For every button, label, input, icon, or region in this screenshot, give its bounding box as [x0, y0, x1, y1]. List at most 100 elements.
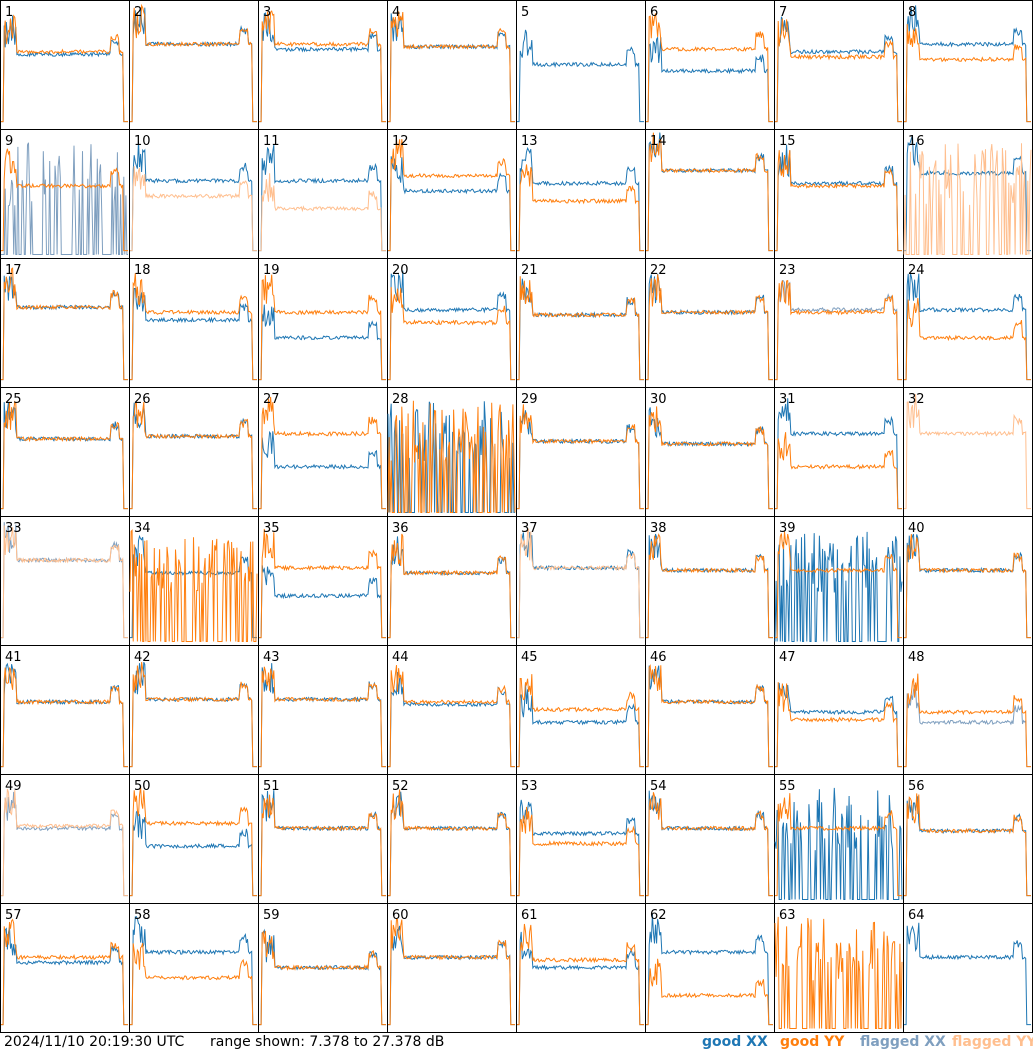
panel-47: 47 — [774, 645, 904, 775]
panel-frame — [516, 387, 646, 517]
panel-frame — [258, 387, 388, 517]
panel-frame — [129, 774, 259, 904]
series-xx-line — [774, 787, 903, 900]
series-xx-line — [130, 7, 257, 123]
panel-frame — [645, 129, 775, 259]
panel-label: 49 — [5, 779, 22, 794]
panel-frame — [645, 774, 775, 904]
series-yy-line — [388, 665, 515, 768]
timestamp: 2024/11/10 20:19:30 UTC — [4, 1034, 185, 1050]
series-yy-line — [388, 11, 515, 123]
panel-frame — [258, 258, 388, 388]
panel-label: 31 — [779, 392, 796, 407]
panel-52: 52 — [387, 774, 517, 904]
panel-50: 50 — [129, 774, 259, 904]
panel-20: 20 — [387, 258, 517, 388]
series-xx-line — [1, 15, 128, 123]
panel-frame — [0, 129, 130, 259]
panel-frame — [516, 258, 646, 388]
series-yy-line — [517, 923, 644, 1026]
panel-54: 54 — [645, 774, 775, 904]
series-yy-line — [388, 287, 515, 381]
panel-label: 61 — [521, 908, 538, 923]
panel-label: 58 — [134, 908, 151, 923]
panel-label: 8 — [908, 5, 916, 20]
panel-label: 35 — [263, 521, 280, 536]
series-xx-line — [130, 809, 257, 897]
panel-label: 23 — [779, 263, 796, 278]
panel-label: 40 — [908, 521, 925, 536]
series-yy-line — [1, 148, 128, 252]
series-xx-line — [775, 398, 902, 510]
series-xx-line — [130, 288, 257, 381]
panel-label: 3 — [263, 5, 271, 20]
panel-48: 48 — [903, 645, 1033, 775]
series-yy-line — [130, 273, 257, 381]
panel-label: 18 — [134, 263, 151, 278]
panel-frame — [387, 0, 517, 130]
series-yy-line — [517, 404, 644, 510]
panel-label: 41 — [5, 650, 22, 665]
panel-label: 13 — [521, 134, 538, 149]
panel-frame — [903, 903, 1033, 1033]
series-xx-line — [1, 791, 128, 897]
panel-frame — [903, 645, 1033, 775]
panel-frame — [645, 516, 775, 646]
series-xx-line — [517, 29, 644, 123]
panel-13: 13 — [516, 129, 646, 259]
panel-61: 61 — [516, 903, 646, 1033]
panel-15: 15 — [774, 129, 904, 259]
panel-29: 29 — [516, 387, 646, 517]
panel-label: 32 — [908, 392, 925, 407]
series-yy-line — [517, 528, 644, 639]
range-label: range shown: 7.378 to 27.378 dB — [210, 1034, 445, 1050]
panel-label: 51 — [263, 779, 280, 794]
panel-frame — [129, 387, 259, 517]
series-yy-line — [388, 533, 515, 639]
series-yy-line — [1, 267, 128, 381]
series-xx-line — [904, 5, 1031, 123]
panel-frame — [645, 258, 775, 388]
legend-flagged-xx-label: flagged XX — [860, 1034, 946, 1050]
panel-label: 45 — [521, 650, 538, 665]
panel-label: 14 — [650, 134, 667, 149]
panel-label: 46 — [650, 650, 667, 665]
series-yy-line — [259, 794, 386, 897]
panel-frame — [645, 645, 775, 775]
legend-flagged-yy: flagged YY — [952, 1034, 1033, 1050]
series-yy-line — [1, 14, 128, 123]
panel-34: 34 — [129, 516, 259, 646]
panel-frame — [258, 774, 388, 904]
series-xx-line — [904, 273, 1031, 381]
series-xx-line — [259, 565, 386, 639]
panel-frame — [516, 774, 646, 904]
panel-7: 7 — [774, 0, 904, 130]
panel-label: 55 — [779, 779, 796, 794]
series-yy-line — [903, 143, 1032, 255]
panel-label: 54 — [650, 779, 667, 794]
series-xx-line — [775, 16, 902, 123]
series-xx-line — [388, 270, 515, 381]
series-yy-line — [774, 916, 903, 1029]
panel-frame — [645, 903, 775, 1033]
panel-10: 10 — [129, 129, 259, 259]
panel-frame — [774, 645, 904, 775]
panel-label: 6 — [650, 5, 658, 20]
panel-51: 51 — [258, 774, 388, 904]
panel-frame — [129, 0, 259, 130]
series-yy-line — [388, 138, 515, 252]
panel-17: 17 — [0, 258, 130, 388]
series-yy-line — [646, 132, 773, 252]
series-xx-line — [775, 144, 902, 252]
panel-label: 43 — [263, 650, 280, 665]
panel-label: 39 — [779, 521, 796, 536]
panel-frame — [387, 129, 517, 259]
panel-56: 56 — [903, 774, 1033, 904]
series-xx-line — [1, 142, 128, 255]
panel-label: 10 — [134, 134, 151, 149]
panel-label: 50 — [134, 779, 151, 794]
series-yy-line — [646, 792, 773, 897]
panel-label: 17 — [5, 263, 22, 278]
panel-3: 3 — [258, 0, 388, 130]
panel-label: 11 — [263, 134, 280, 149]
